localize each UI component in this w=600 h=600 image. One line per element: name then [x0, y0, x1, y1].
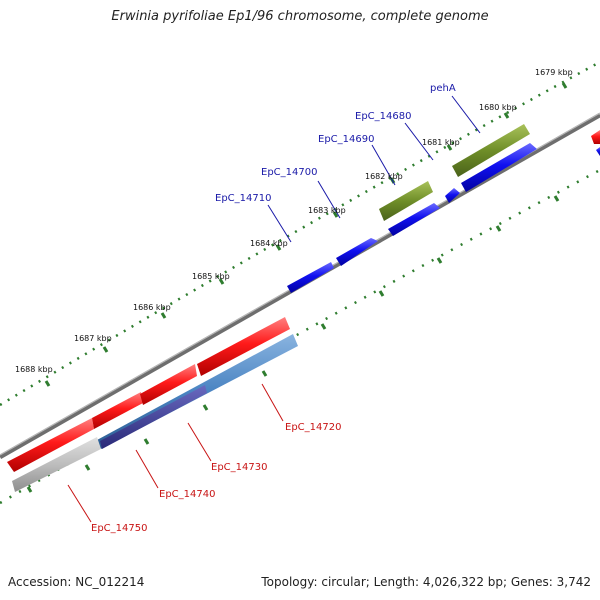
gene-label-peha[interactable]: pehA: [430, 83, 456, 94]
gene-label-epc-14720[interactable]: EpC_14720: [285, 422, 341, 433]
outer-tick-ring: [0, 60, 600, 407]
tick-label: 1681 kbp: [422, 138, 460, 147]
genome-summary-text: Topology: circular; Length: 4,026,322 bp…: [261, 575, 591, 589]
gene-red-3[interactable]: [140, 364, 197, 405]
outer-major-ticks: [44, 82, 568, 387]
callout-lines: [67, 95, 481, 523]
gene-epc-14710[interactable]: [287, 262, 334, 293]
gene-epc-14740[interactable]: [12, 437, 101, 492]
gene-label-epc-14750[interactable]: EpC_14750: [91, 523, 147, 534]
gene-label-epc-14680[interactable]: EpC_14680: [355, 111, 411, 122]
tick-label: 1688 kbp: [15, 365, 53, 374]
reverse-genes: [7, 130, 600, 492]
gene-fwd-edge-1[interactable]: [596, 147, 600, 156]
gene-peha[interactable]: [461, 143, 537, 192]
gene-epc-14700[interactable]: [336, 238, 378, 266]
tick-label: 1683 kbp: [308, 206, 346, 215]
gene-label-epc-14730[interactable]: EpC_14730: [211, 462, 267, 473]
tick-label: 1679 kbp: [535, 68, 573, 77]
map-title: Erwinia pyrifoliae Ep1/96 chromosome, co…: [111, 9, 489, 24]
gene-red-4[interactable]: [197, 317, 290, 376]
gene-red-1[interactable]: [7, 418, 94, 472]
gene-olive-1[interactable]: [379, 181, 433, 221]
gene-epc-14730[interactable]: [100, 385, 207, 449]
tick-label: 1684 kbp: [250, 239, 288, 248]
tick-labels: 1679 kbp 1680 kbp 1681 kbp 1682 kbp 1683…: [15, 68, 573, 374]
gene-olive-2[interactable]: [452, 124, 530, 177]
gene-label-epc-14710[interactable]: EpC_14710: [215, 193, 271, 204]
tick-label: 1687 kbp: [74, 334, 112, 343]
gene-red-2[interactable]: [92, 392, 143, 429]
gene-epc-14680[interactable]: [445, 188, 460, 203]
gene-red-edge[interactable]: [591, 130, 600, 144]
gene-label-epc-14700[interactable]: EpC_14700: [261, 167, 317, 178]
accession-text: Accession: NC_012214: [8, 575, 145, 589]
tick-label: 1680 kbp: [479, 103, 517, 112]
gene-label-epc-14740[interactable]: EpC_14740: [159, 489, 215, 500]
gene-epc-14690[interactable]: [388, 203, 440, 236]
forward-genes: [287, 124, 600, 293]
gene-label-epc-14690[interactable]: EpC_14690: [318, 134, 374, 145]
tick-label: 1686 kbp: [133, 303, 171, 312]
inner-major-ticks: [26, 195, 560, 493]
tick-label: 1685 kbp: [192, 272, 230, 281]
gene-labels: pehA EpC_14680 EpC_14690 EpC_14700 EpC_1…: [91, 83, 456, 534]
tick-label: 1682 kbp: [365, 172, 403, 181]
